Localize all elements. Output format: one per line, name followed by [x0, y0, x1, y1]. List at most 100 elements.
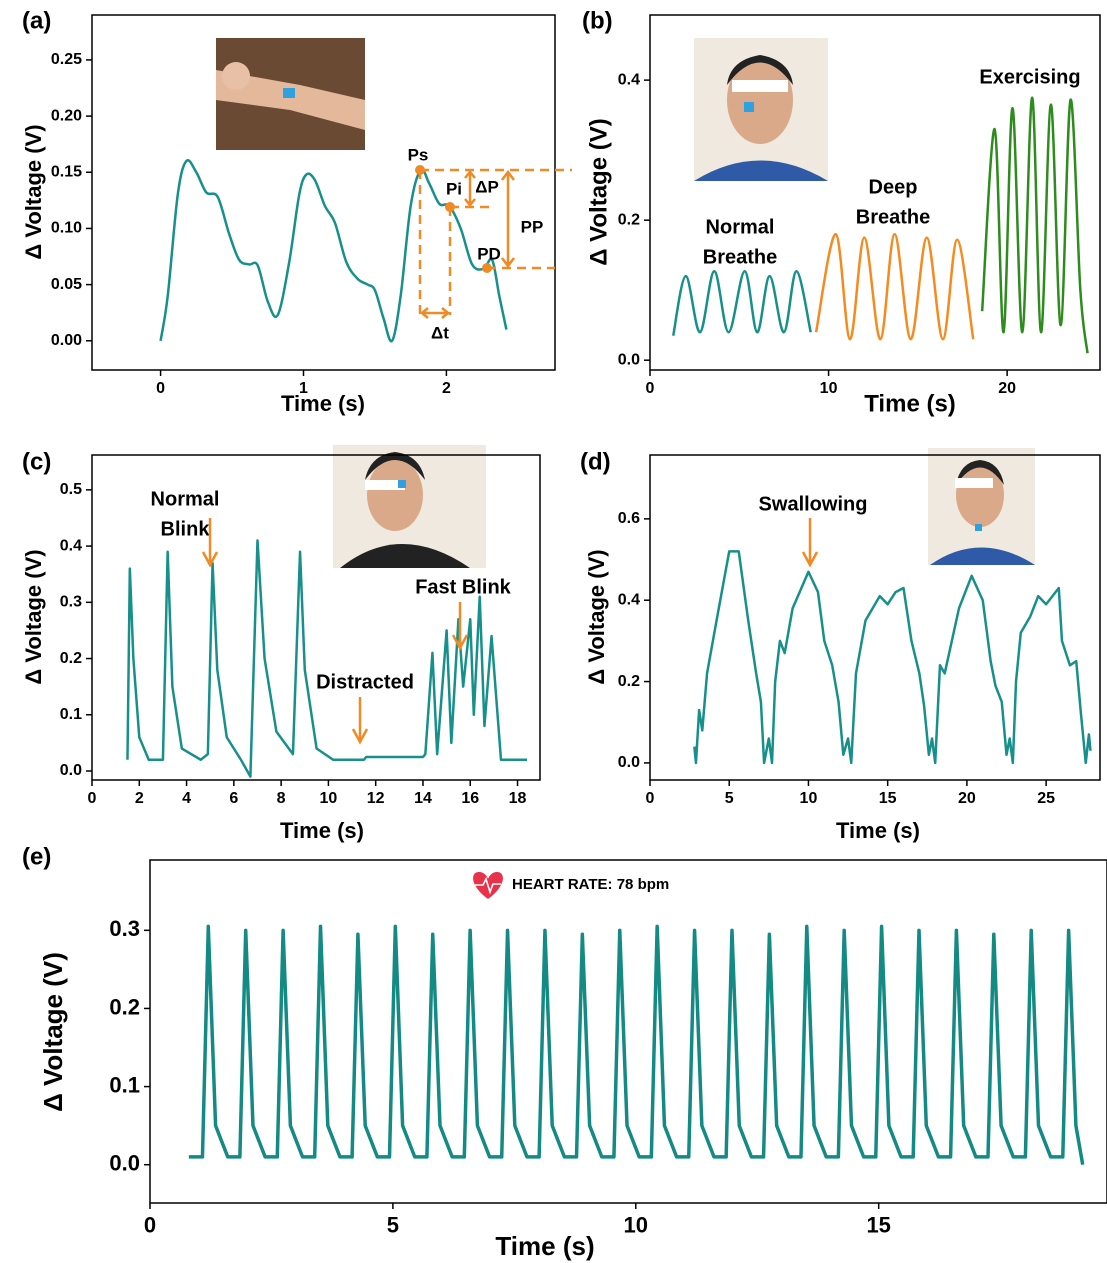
y-tick-label: 0.1 [109, 1072, 140, 1097]
panel-label: (a) [22, 7, 51, 34]
x-axis-label: Time (s) [836, 818, 920, 843]
x-tick-label: 0 [646, 790, 655, 807]
x-axis-label: Time (s) [281, 391, 365, 416]
x-tick-label: 2 [442, 380, 451, 397]
x-axis-label: Time (s) [495, 1231, 594, 1261]
y-tick-label: 0.0 [618, 351, 640, 368]
y-tick-label: 0.2 [60, 650, 82, 667]
x-tick-label: 2 [135, 790, 144, 807]
x-tick-label: 14 [414, 790, 432, 807]
blink-arrow [201, 518, 219, 568]
y-tick-label: 0.00 [51, 332, 82, 349]
y-tick-label: 0.10 [51, 220, 82, 237]
fast-blink-arrow [451, 602, 469, 651]
annotation: PD [477, 244, 501, 263]
y-tick-label: 0.1 [60, 706, 82, 723]
panel-label: (e) [22, 843, 51, 870]
annotation: Distracted [316, 671, 414, 693]
annotation: Deep [869, 176, 918, 198]
x-tick-label: 10 [820, 380, 838, 397]
y-axis-label: Δ Voltage (V) [21, 549, 46, 684]
y-tick-label: 0.4 [618, 591, 640, 608]
y-tick-label: 0.2 [109, 994, 140, 1019]
y-axis-label: Δ Voltage (V) [38, 952, 68, 1112]
photo-face-front [694, 38, 828, 181]
swallow-arrow [801, 518, 819, 568]
plot-frame [149, 859, 1107, 1204]
x-tick-label: 0 [156, 380, 165, 397]
x-tick-label: 15 [879, 790, 897, 807]
x-tick-label: 0 [646, 380, 655, 397]
plot-frame [649, 14, 1101, 371]
y-tick-label: 0.3 [60, 594, 82, 611]
x-axis-label: Time (s) [864, 390, 956, 417]
annotation: Fast Blink [415, 576, 511, 598]
annotation: Ps [408, 145, 429, 164]
x-tick-label: 20 [998, 380, 1016, 397]
data-line [980, 96, 1089, 354]
data-line [671, 270, 812, 336]
annotation-shapes [201, 165, 819, 899]
distracted-arrow [351, 697, 369, 745]
annotation: Exercising [979, 66, 1080, 88]
data-line [126, 539, 527, 778]
annotation: Breathe [856, 206, 930, 228]
x-tick-label: 18 [509, 790, 527, 807]
x-tick-label: 5 [725, 790, 734, 807]
x-tick-label: 15 [866, 1212, 890, 1237]
y-tick-label: 0.0 [60, 762, 82, 779]
y-tick-label: 0.2 [618, 673, 640, 690]
photo-wrist [216, 38, 365, 150]
pd-point [482, 263, 492, 273]
x-tick-label: 1 [299, 380, 308, 397]
x-tick-label: 10 [800, 790, 818, 807]
pp-arrow [501, 169, 515, 269]
photo-face-side [333, 445, 486, 568]
x-tick-label: 6 [229, 790, 238, 807]
y-tick-label: 0.5 [60, 481, 82, 498]
plot-frame [91, 14, 556, 371]
plot-frame [649, 454, 1101, 781]
y-tick-label: 0.6 [618, 510, 640, 527]
data-line [814, 232, 975, 341]
y-tick-label: 0.20 [51, 107, 82, 124]
y-axis-label: Δ Voltage (V) [585, 118, 612, 265]
annotation: Swallowing [759, 493, 868, 515]
plot-frame [91, 454, 541, 781]
x-tick-label: 4 [182, 790, 191, 807]
pi-point [445, 202, 455, 212]
annotation: Δt [431, 323, 449, 342]
panel-label: (d) [580, 448, 611, 475]
annotation: Pi [446, 179, 462, 198]
x-tick-label: 0 [88, 790, 97, 807]
heart-pulse [475, 876, 501, 895]
panel-label: (c) [22, 448, 51, 475]
annotation: Normal [151, 488, 220, 510]
y-axis-label: Δ Voltage (V) [21, 124, 46, 259]
dp-arrow [464, 170, 476, 207]
y-tick-label: 0.4 [60, 537, 82, 554]
x-tick-label: 8 [277, 790, 286, 807]
y-tick-label: 0.15 [51, 163, 82, 180]
x-tick-label: 20 [958, 790, 976, 807]
x-tick-label: 25 [1037, 790, 1055, 807]
x-axis-label: Time (s) [280, 818, 364, 843]
annotation: ΔP [475, 177, 499, 196]
x-tick-label: 12 [367, 790, 385, 807]
y-tick-label: 0.25 [51, 51, 82, 68]
x-tick-label: 0 [144, 1212, 156, 1237]
y-tick-label: 0.3 [109, 916, 140, 941]
x-tick-label: 5 [387, 1212, 399, 1237]
ps-point [415, 165, 425, 175]
y-tick-label: 0.0 [109, 1151, 140, 1176]
y-tick-label: 0.4 [618, 71, 640, 88]
dt-arrow [420, 307, 450, 319]
annotation: Breathe [703, 246, 777, 268]
annotation: Blink [161, 518, 211, 540]
y-tick-label: 0.05 [51, 276, 82, 293]
y-tick-label: 0.0 [618, 754, 640, 771]
data-line [693, 550, 1092, 765]
annotation: HEART RATE: 78 bpm [512, 876, 669, 893]
x-tick-label: 16 [461, 790, 479, 807]
